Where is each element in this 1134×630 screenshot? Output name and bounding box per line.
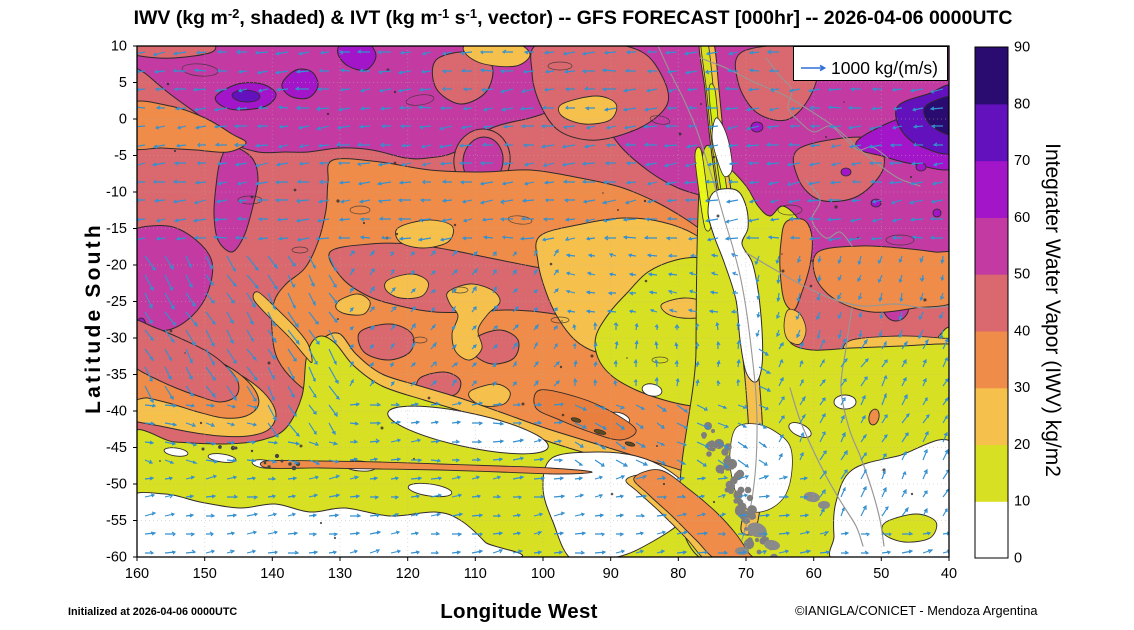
svg-text:30: 30 <box>1014 380 1030 396</box>
svg-text:-35: -35 <box>106 367 127 383</box>
svg-text:20: 20 <box>1014 437 1030 453</box>
svg-text:0: 0 <box>119 112 127 128</box>
svg-text:-30: -30 <box>106 331 127 347</box>
svg-text:120: 120 <box>396 566 420 582</box>
svg-text:90: 90 <box>1014 40 1030 56</box>
svg-text:60: 60 <box>1014 210 1030 226</box>
svg-text:100: 100 <box>531 566 555 582</box>
svg-text:1000 kg/(m/s): 1000 kg/(m/s) <box>831 58 938 78</box>
svg-text:110: 110 <box>464 566 487 582</box>
svg-text:-55: -55 <box>106 513 127 529</box>
svg-text:90: 90 <box>603 566 619 582</box>
svg-text:Longitude West: Longitude West <box>440 600 598 623</box>
svg-text:130: 130 <box>328 566 352 582</box>
svg-text:0: 0 <box>1014 551 1022 567</box>
svg-text:Initialized at 2026-04-06 0000: Initialized at 2026-04-06 0000UTC <box>68 606 237 618</box>
svg-text:-15: -15 <box>106 221 127 237</box>
svg-text:Latitude South: Latitude South <box>82 222 105 414</box>
svg-text:80: 80 <box>670 566 686 582</box>
svg-text:80: 80 <box>1014 96 1030 112</box>
svg-text:10: 10 <box>1014 494 1030 510</box>
svg-text:-50: -50 <box>106 477 127 493</box>
svg-text:©IANIGLA/CONICET - Mendoza Arg: ©IANIGLA/CONICET - Mendoza Argentina <box>795 603 1038 618</box>
svg-text:-60: -60 <box>106 550 127 566</box>
svg-text:60: 60 <box>806 566 822 582</box>
svg-text:160: 160 <box>125 566 149 582</box>
svg-text:IWV (kg m-2, shaded) & IVT (kg: IWV (kg m-2, shaded) & IVT (kg m-1 s-1, … <box>134 6 1013 29</box>
svg-text:-25: -25 <box>106 294 127 310</box>
svg-text:50: 50 <box>873 566 889 582</box>
svg-text:-40: -40 <box>106 404 127 420</box>
svg-text:140: 140 <box>260 566 284 582</box>
svg-text:Integrater Water Vapor (IWV) k: Integrater Water Vapor (IWV) kg/m2 <box>1041 143 1064 477</box>
svg-text:40: 40 <box>941 566 957 582</box>
svg-text:50: 50 <box>1014 267 1030 283</box>
svg-text:70: 70 <box>1014 153 1030 169</box>
svg-text:150: 150 <box>193 566 217 582</box>
svg-text:-20: -20 <box>106 258 127 274</box>
svg-text:40: 40 <box>1014 323 1030 339</box>
svg-text:70: 70 <box>738 566 754 582</box>
svg-text:-10: -10 <box>106 185 127 201</box>
svg-text:10: 10 <box>111 39 127 55</box>
svg-text:5: 5 <box>119 75 127 91</box>
svg-text:-45: -45 <box>106 440 127 456</box>
svg-text:-5: -5 <box>114 148 127 164</box>
